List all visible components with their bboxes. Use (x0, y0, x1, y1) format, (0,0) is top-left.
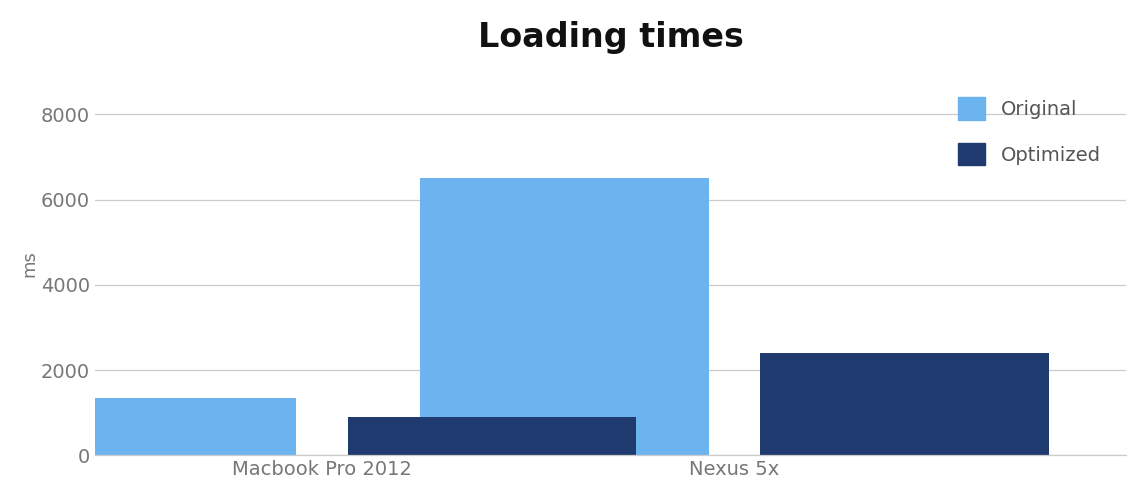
Bar (420, 178, 709, 456)
Y-axis label: ms: ms (21, 250, 39, 277)
Bar (348, 417, 637, 456)
Legend: Original, Optimized: Original, Optimized (943, 82, 1116, 181)
Title: Loading times: Loading times (477, 21, 743, 54)
Bar (7, 398, 296, 456)
Bar (760, 353, 1048, 456)
